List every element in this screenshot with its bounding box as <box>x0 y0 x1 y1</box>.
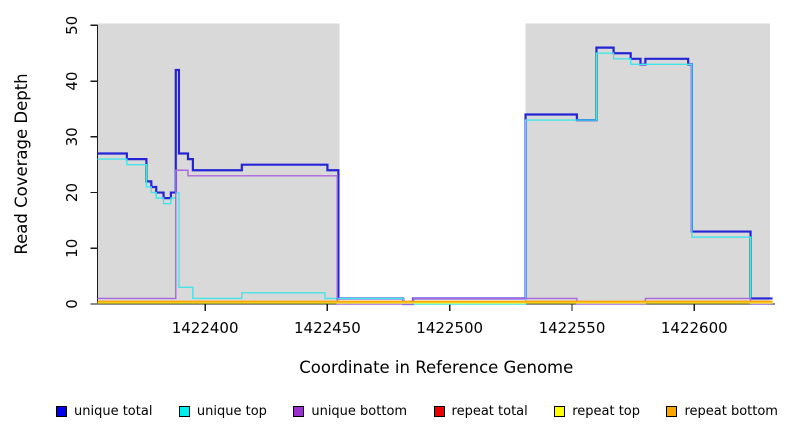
y-tick-label: 30 <box>63 127 81 146</box>
y-axis-title: Read Coverage Depth <box>12 73 31 254</box>
legend-item-repeat-top: repeat top <box>554 405 640 418</box>
unique-top-line <box>97 52 773 305</box>
x-tick-label: 1422500 <box>416 319 483 337</box>
legend-label: unique top <box>196 403 267 419</box>
shaded-region <box>525 23 771 305</box>
legend-swatch-unique-top <box>178 405 190 417</box>
x-tick-label: 1422400 <box>172 319 239 337</box>
x-axis-title: Coordinate in Reference Genome <box>299 358 573 377</box>
legend-swatch-unique-total <box>56 405 67 417</box>
x-tick-label: 1422600 <box>661 319 728 337</box>
legend-swatch-repeat-bottom <box>666 405 678 417</box>
legend-item-repeat-bottom: repeat bottom <box>666 405 778 418</box>
legend-swatch-repeat-total <box>433 405 445 417</box>
y-tick-label: 40 <box>63 72 81 91</box>
legend-swatch-unique-bottom <box>293 405 305 417</box>
legend-label: repeat bottom <box>684 403 778 419</box>
legend-item-unique-total: unique total <box>56 405 152 418</box>
legend-label: repeat top <box>572 403 640 419</box>
legend-swatch-repeat-top <box>554 405 566 417</box>
legend-label: unique total <box>74 403 153 419</box>
y-tick-label: 10 <box>63 239 81 258</box>
legend-item-repeat-total: repeat total <box>433 403 528 419</box>
y-tick-label: 50 <box>63 16 81 35</box>
y-tick-label: 0 <box>63 299 81 309</box>
legend-label: unique bottom <box>311 403 408 419</box>
legend-item-unique-top: unique top <box>178 403 267 419</box>
x-tick-label: 1422450 <box>294 319 361 337</box>
legend-label: repeat total <box>451 403 528 419</box>
x-tick-label: 1422550 <box>539 319 606 337</box>
y-tick-label: 20 <box>63 183 81 202</box>
legend: unique total unique top unique bottom repea… <box>0 399 792 423</box>
legend-item-unique-bottom: unique bottom <box>293 405 407 418</box>
